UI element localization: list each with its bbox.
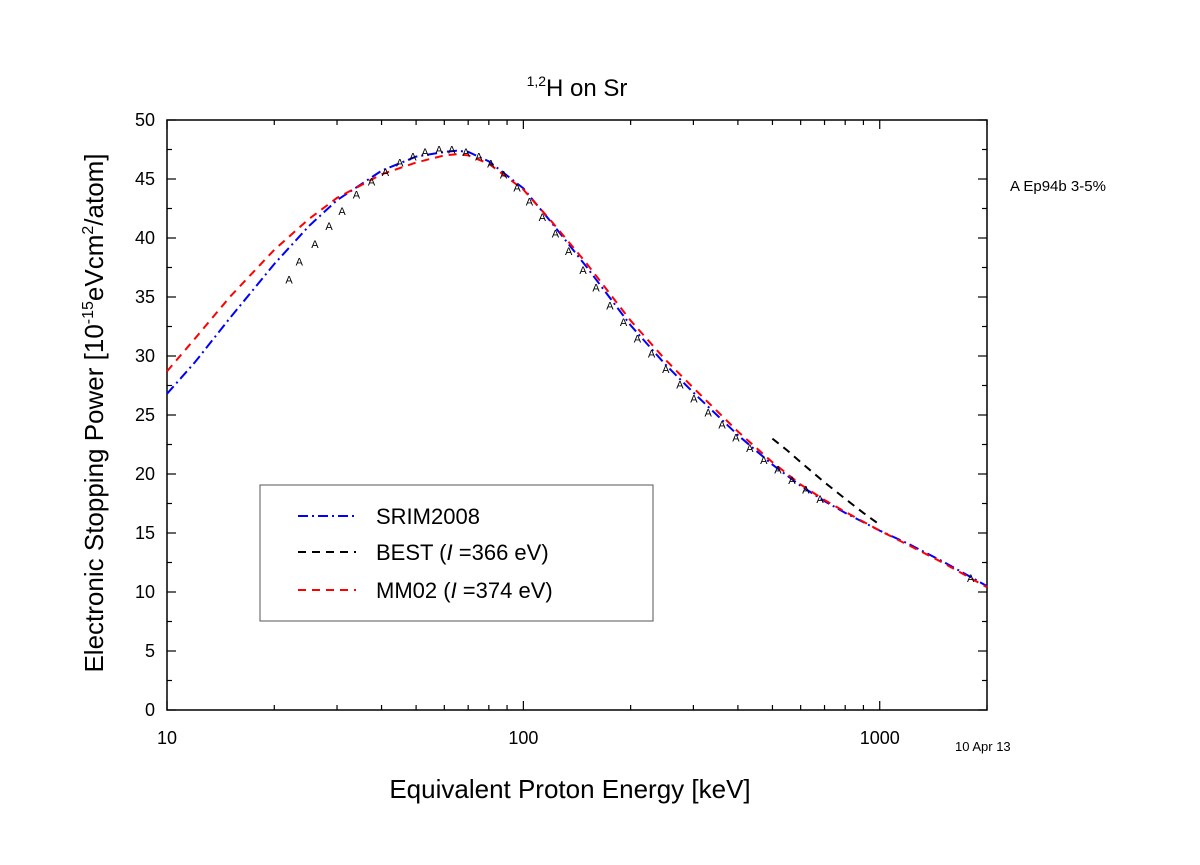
data-point-marker: A [396, 157, 404, 169]
data-point-marker: A [690, 393, 698, 405]
y-axis-title-exponent: -15 [80, 301, 97, 324]
legend-label-best: BEST (I =366 eV) [376, 540, 549, 565]
legend-label-mm02: MM02 (I =374 eV) [376, 578, 553, 603]
chart-title-main: H on Sr [546, 75, 627, 102]
data-point-marker: A [382, 167, 390, 179]
data-point-marker: A [662, 364, 670, 376]
x-axis-title: Equivalent Proton Energy [keV] [389, 774, 750, 804]
data-point-marker: A [704, 408, 712, 420]
data-point-marker: A [435, 145, 443, 157]
data-point-marker: A [676, 379, 684, 391]
data-point-marker: A [311, 239, 319, 251]
data-point-marker: A [338, 206, 346, 218]
y-tick-label: 15 [135, 523, 155, 543]
x-tick-label: 100 [508, 728, 538, 748]
data-point-marker: A [592, 283, 600, 295]
data-point-marker: A [579, 265, 587, 277]
series-line-mm02 [166, 153, 988, 589]
series-line-best [771, 437, 881, 526]
y-tick-label: 10 [135, 582, 155, 602]
data-point-marker: A [353, 189, 361, 201]
data-point-marker: A [802, 484, 810, 496]
y-tick-labels: 0 5 10 15 20 25 30 35 40 45 50 [135, 110, 155, 720]
data-point-marker: A [606, 300, 614, 312]
y-tick-label: 40 [135, 228, 155, 248]
data-point-marker: A [552, 228, 560, 240]
legend-label-srim2008: SRIM2008 [376, 504, 480, 529]
data-point-marker: A [816, 494, 824, 506]
data-point-marker: A [732, 432, 740, 444]
data-point-marker: A [718, 419, 726, 431]
data-point-marker: A [285, 274, 293, 286]
data-point-marker: A [448, 145, 456, 157]
data-point-marker: A [296, 257, 304, 269]
y-tick-label: 5 [145, 641, 155, 661]
data-point-marker: A [462, 147, 470, 159]
data-point-marker: A [421, 147, 429, 159]
data-point-marker: A [648, 349, 656, 361]
data-point-marker: A [487, 159, 495, 171]
data-point-marker: A [325, 221, 333, 233]
y-axis-title-unit: eVcm [79, 235, 109, 301]
y-axis-title-unit-exponent: 2 [80, 226, 97, 235]
data-point-marker: A [409, 152, 417, 164]
y-tick-label: 45 [135, 169, 155, 189]
data-point-marker: A [760, 455, 768, 467]
y-axis-title-prefix: Electronic Stopping Power [10 [79, 324, 109, 672]
x-tick-label: 1000 [860, 728, 900, 748]
y-tick-label: 50 [135, 110, 155, 130]
x-tick-label: 10 [157, 728, 177, 748]
y-tick-label: 35 [135, 287, 155, 307]
data-point-marker: A [620, 317, 628, 329]
y-tick-label: 30 [135, 346, 155, 366]
data-point-marker: A [368, 176, 376, 188]
data-point-marker: A [774, 464, 782, 476]
y-tick-label: 0 [145, 700, 155, 720]
chart-title: 1,2H on Sr [527, 73, 628, 102]
data-point-marker: A [513, 182, 521, 194]
y-tick-label: 20 [135, 464, 155, 484]
legend-box [259, 484, 654, 622]
y-axis-title: Electronic Stopping Power [10-15eVcm2/at… [79, 153, 109, 672]
data-point-marker: A [634, 333, 642, 345]
chart-title-superscript: 1,2 [527, 73, 547, 89]
series-layer [166, 149, 988, 589]
data-point-marker: A [475, 152, 483, 164]
data-point-marker: A [565, 246, 573, 258]
data-source-note: A Ep94b 3-5% [1010, 178, 1106, 195]
data-point-marker: A [967, 573, 975, 585]
y-axis-title-suffix: /atom] [79, 153, 109, 225]
y-tick-label: 25 [135, 405, 155, 425]
axis-ticks [166, 119, 988, 711]
legend: SRIM2008 BEST (I =366 eV) MM02 (I =374 e… [259, 484, 654, 622]
x-tick-labels: 10 100 1000 [157, 728, 900, 748]
data-point-marker: A [788, 475, 796, 487]
data-point-marker: A [539, 212, 547, 224]
date-stamp: 10 Apr 13 [955, 739, 1011, 754]
data-point-marker: A [746, 443, 754, 455]
data-point-marker: A [500, 169, 508, 181]
data-point-marker: A [526, 196, 534, 208]
